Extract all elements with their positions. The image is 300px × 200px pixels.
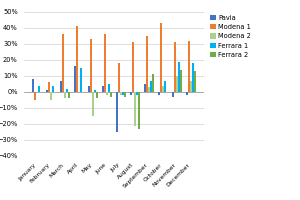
Bar bbox=[176, 76, 178, 92]
Bar bbox=[52, 86, 54, 92]
Bar bbox=[96, 92, 98, 98]
Bar bbox=[186, 92, 188, 95]
Bar bbox=[108, 84, 110, 92]
Bar bbox=[136, 92, 138, 95]
Bar bbox=[172, 92, 174, 97]
Bar bbox=[94, 90, 96, 92]
Bar bbox=[46, 90, 48, 92]
Bar bbox=[150, 81, 152, 92]
Bar bbox=[68, 92, 70, 98]
Bar bbox=[34, 92, 36, 100]
Bar bbox=[88, 86, 90, 92]
Bar bbox=[74, 66, 76, 92]
Bar bbox=[66, 89, 68, 92]
Bar bbox=[48, 82, 50, 92]
Bar bbox=[194, 71, 196, 92]
Bar bbox=[120, 92, 122, 95]
Bar bbox=[152, 74, 154, 92]
Bar bbox=[76, 26, 78, 92]
Bar bbox=[64, 92, 66, 98]
Legend: Pavia, Modena 1, Modena 2, Ferrara 1, Ferrara 2: Pavia, Modena 1, Modena 2, Ferrara 1, Fe… bbox=[208, 12, 254, 61]
Bar bbox=[104, 34, 106, 92]
Bar bbox=[106, 92, 108, 95]
Bar bbox=[130, 92, 132, 95]
Bar bbox=[188, 41, 190, 92]
Bar bbox=[164, 81, 166, 92]
Bar bbox=[180, 70, 182, 92]
Bar bbox=[62, 34, 64, 92]
Bar bbox=[174, 42, 176, 92]
Bar bbox=[190, 81, 192, 92]
Bar bbox=[122, 92, 124, 95]
Bar bbox=[148, 87, 150, 92]
Bar bbox=[160, 23, 162, 92]
Bar bbox=[158, 92, 160, 95]
Bar bbox=[134, 92, 136, 126]
Bar bbox=[92, 92, 94, 116]
Bar bbox=[32, 79, 34, 92]
Bar bbox=[116, 92, 118, 132]
Bar bbox=[192, 63, 194, 92]
Bar bbox=[60, 81, 62, 92]
Bar bbox=[118, 63, 120, 92]
Bar bbox=[110, 92, 112, 97]
Bar bbox=[50, 92, 52, 100]
Bar bbox=[102, 86, 104, 92]
Bar bbox=[144, 84, 146, 92]
Bar bbox=[162, 86, 164, 92]
Bar bbox=[146, 36, 148, 92]
Bar bbox=[38, 86, 40, 92]
Bar bbox=[80, 68, 82, 92]
Bar bbox=[138, 92, 140, 129]
Bar bbox=[178, 62, 180, 92]
Bar bbox=[90, 39, 92, 92]
Bar bbox=[132, 42, 134, 92]
Bar bbox=[124, 92, 126, 97]
